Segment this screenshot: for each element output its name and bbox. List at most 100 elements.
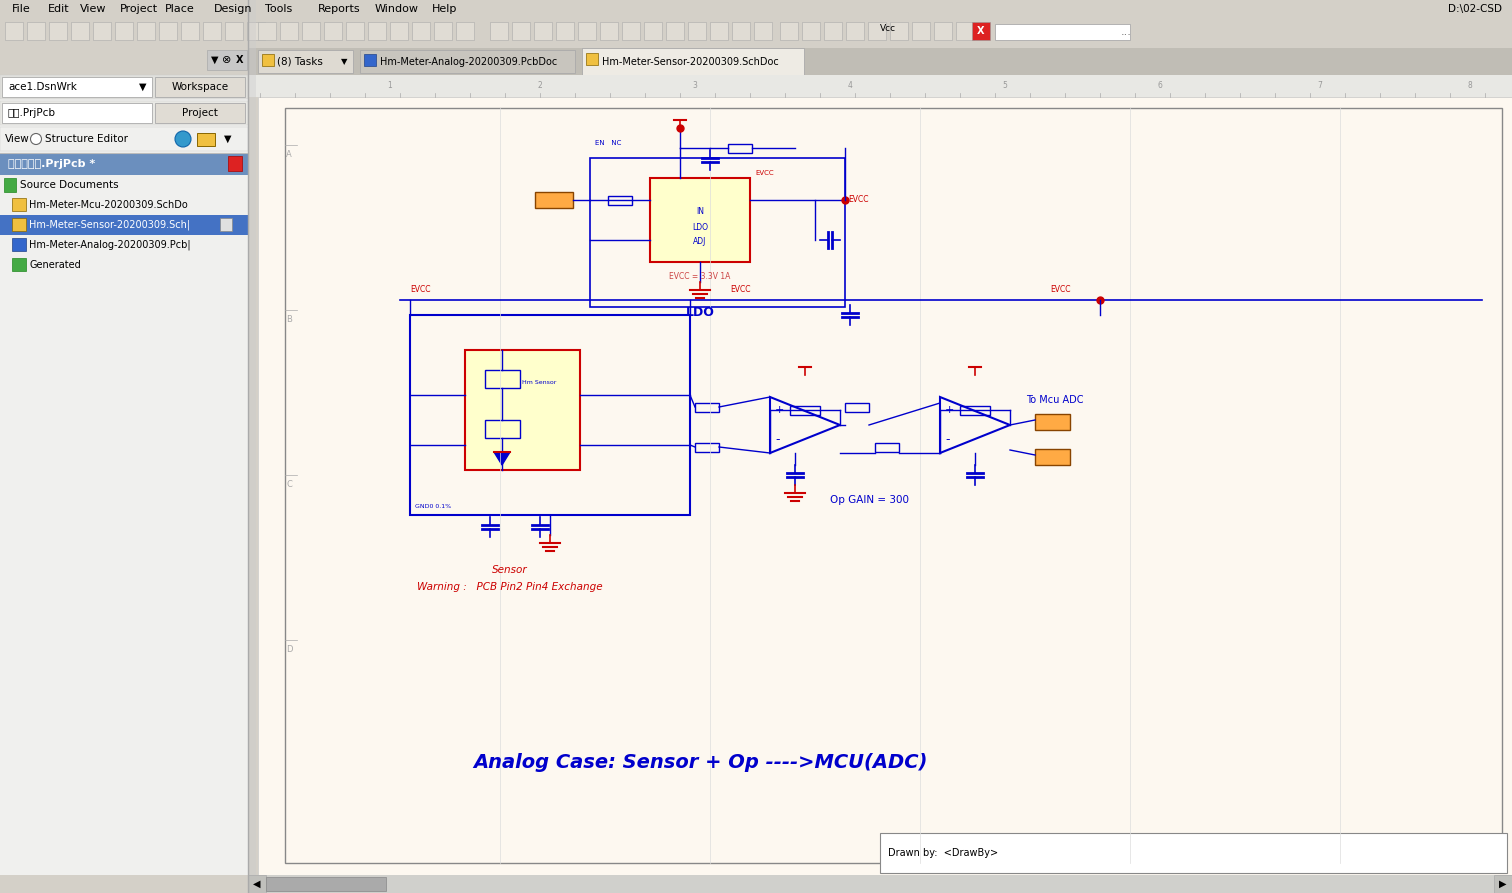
Bar xyxy=(367,22,386,40)
Bar xyxy=(754,22,773,40)
Bar xyxy=(12,218,26,231)
Text: +: + xyxy=(776,405,785,415)
Bar xyxy=(457,22,473,40)
Polygon shape xyxy=(494,452,510,465)
Bar xyxy=(1036,449,1070,465)
Text: EVCC: EVCC xyxy=(410,285,431,294)
Bar xyxy=(956,22,974,40)
Bar xyxy=(485,420,520,438)
Bar xyxy=(259,22,277,40)
Text: ▼: ▼ xyxy=(340,57,348,66)
Text: B: B xyxy=(286,315,292,324)
Bar xyxy=(181,22,200,40)
Bar xyxy=(280,22,298,40)
Bar xyxy=(727,144,751,153)
Text: D: D xyxy=(286,645,292,654)
Bar xyxy=(156,77,245,97)
Bar xyxy=(650,178,750,262)
Text: -: - xyxy=(776,433,780,446)
Text: ▶: ▶ xyxy=(1500,879,1507,889)
Bar xyxy=(346,22,364,40)
Bar xyxy=(71,22,89,40)
Text: EVCC: EVCC xyxy=(754,170,774,176)
Bar xyxy=(221,218,231,231)
Text: Hm-Meter-Analog-20200309.Pcb|: Hm-Meter-Analog-20200309.Pcb| xyxy=(29,239,191,250)
Bar xyxy=(159,22,177,40)
Bar xyxy=(248,875,1512,893)
Text: EVCC: EVCC xyxy=(848,196,868,204)
Bar xyxy=(912,22,930,40)
Text: Hm-Meter-Analog-20200309.PcbDoc: Hm-Meter-Analog-20200309.PcbDoc xyxy=(380,57,558,67)
Text: EVCC: EVCC xyxy=(730,285,750,294)
Text: ace1.DsnWrk: ace1.DsnWrk xyxy=(8,82,77,92)
Bar xyxy=(225,22,243,40)
Text: ▼: ▼ xyxy=(139,82,147,92)
Bar xyxy=(0,195,248,215)
Text: Structure Editor: Structure Editor xyxy=(45,134,129,144)
Bar xyxy=(600,22,618,40)
Bar xyxy=(0,153,248,175)
Bar xyxy=(94,22,110,40)
Bar xyxy=(0,215,248,235)
Text: Source Documents: Source Documents xyxy=(20,180,118,190)
Bar xyxy=(0,0,1512,18)
Text: IN: IN xyxy=(696,207,705,216)
Bar xyxy=(608,196,632,205)
Text: EVCC = 3.3V 1A: EVCC = 3.3V 1A xyxy=(670,272,730,281)
Bar xyxy=(466,350,581,470)
Bar xyxy=(266,877,386,891)
Text: Op GAIN = 300: Op GAIN = 300 xyxy=(830,495,910,505)
Bar xyxy=(197,133,215,146)
Text: -: - xyxy=(945,433,950,446)
Text: Place: Place xyxy=(165,4,195,14)
Text: Window: Window xyxy=(375,4,419,14)
Text: 6: 6 xyxy=(1158,81,1163,90)
Text: Sensor: Sensor xyxy=(493,565,528,575)
Text: X: X xyxy=(977,26,984,36)
Text: 5: 5 xyxy=(1002,81,1007,90)
Text: Vcc: Vcc xyxy=(880,24,897,33)
Circle shape xyxy=(175,131,191,147)
Bar xyxy=(0,75,248,875)
Bar xyxy=(262,54,274,66)
Text: Edit: Edit xyxy=(48,4,70,14)
Text: Hm-Meter-Sensor-20200309.SchDoc: Hm-Meter-Sensor-20200309.SchDoc xyxy=(602,57,779,67)
Bar xyxy=(490,22,508,40)
Bar xyxy=(2,77,153,97)
Bar xyxy=(156,103,245,123)
Text: D:\02-CSD: D:\02-CSD xyxy=(1448,4,1501,14)
Bar xyxy=(360,50,575,73)
Text: A: A xyxy=(286,150,292,159)
Text: 2: 2 xyxy=(538,81,543,90)
Bar xyxy=(434,22,452,40)
Bar xyxy=(696,443,720,452)
Bar xyxy=(845,403,869,412)
Bar xyxy=(644,22,662,40)
Bar xyxy=(711,22,727,40)
Bar xyxy=(688,22,706,40)
Text: LDO: LDO xyxy=(692,223,708,232)
Bar xyxy=(0,235,248,255)
Bar xyxy=(12,198,26,211)
Bar xyxy=(284,108,1501,863)
Text: Warning :   PCB Pin2 Pin4 Exchange: Warning : PCB Pin2 Pin4 Exchange xyxy=(417,582,603,592)
Text: EVCC: EVCC xyxy=(1049,285,1070,294)
Bar xyxy=(248,875,266,893)
Bar xyxy=(12,238,26,251)
Bar xyxy=(0,18,1512,48)
Bar xyxy=(875,443,900,452)
Bar xyxy=(780,22,798,40)
Text: Hm-Meter-Sensor-20200309.Sch|: Hm-Meter-Sensor-20200309.Sch| xyxy=(29,220,191,230)
Bar xyxy=(972,22,990,40)
Bar xyxy=(847,22,863,40)
Bar xyxy=(934,22,953,40)
Bar xyxy=(535,192,573,208)
Text: (8) Tasks: (8) Tasks xyxy=(277,57,324,67)
Text: ▼: ▼ xyxy=(224,134,231,144)
Bar xyxy=(364,54,376,66)
Bar xyxy=(513,22,531,40)
Text: 7: 7 xyxy=(1317,81,1323,90)
Text: Reports: Reports xyxy=(318,4,361,14)
Bar xyxy=(891,22,909,40)
Bar xyxy=(0,255,248,275)
